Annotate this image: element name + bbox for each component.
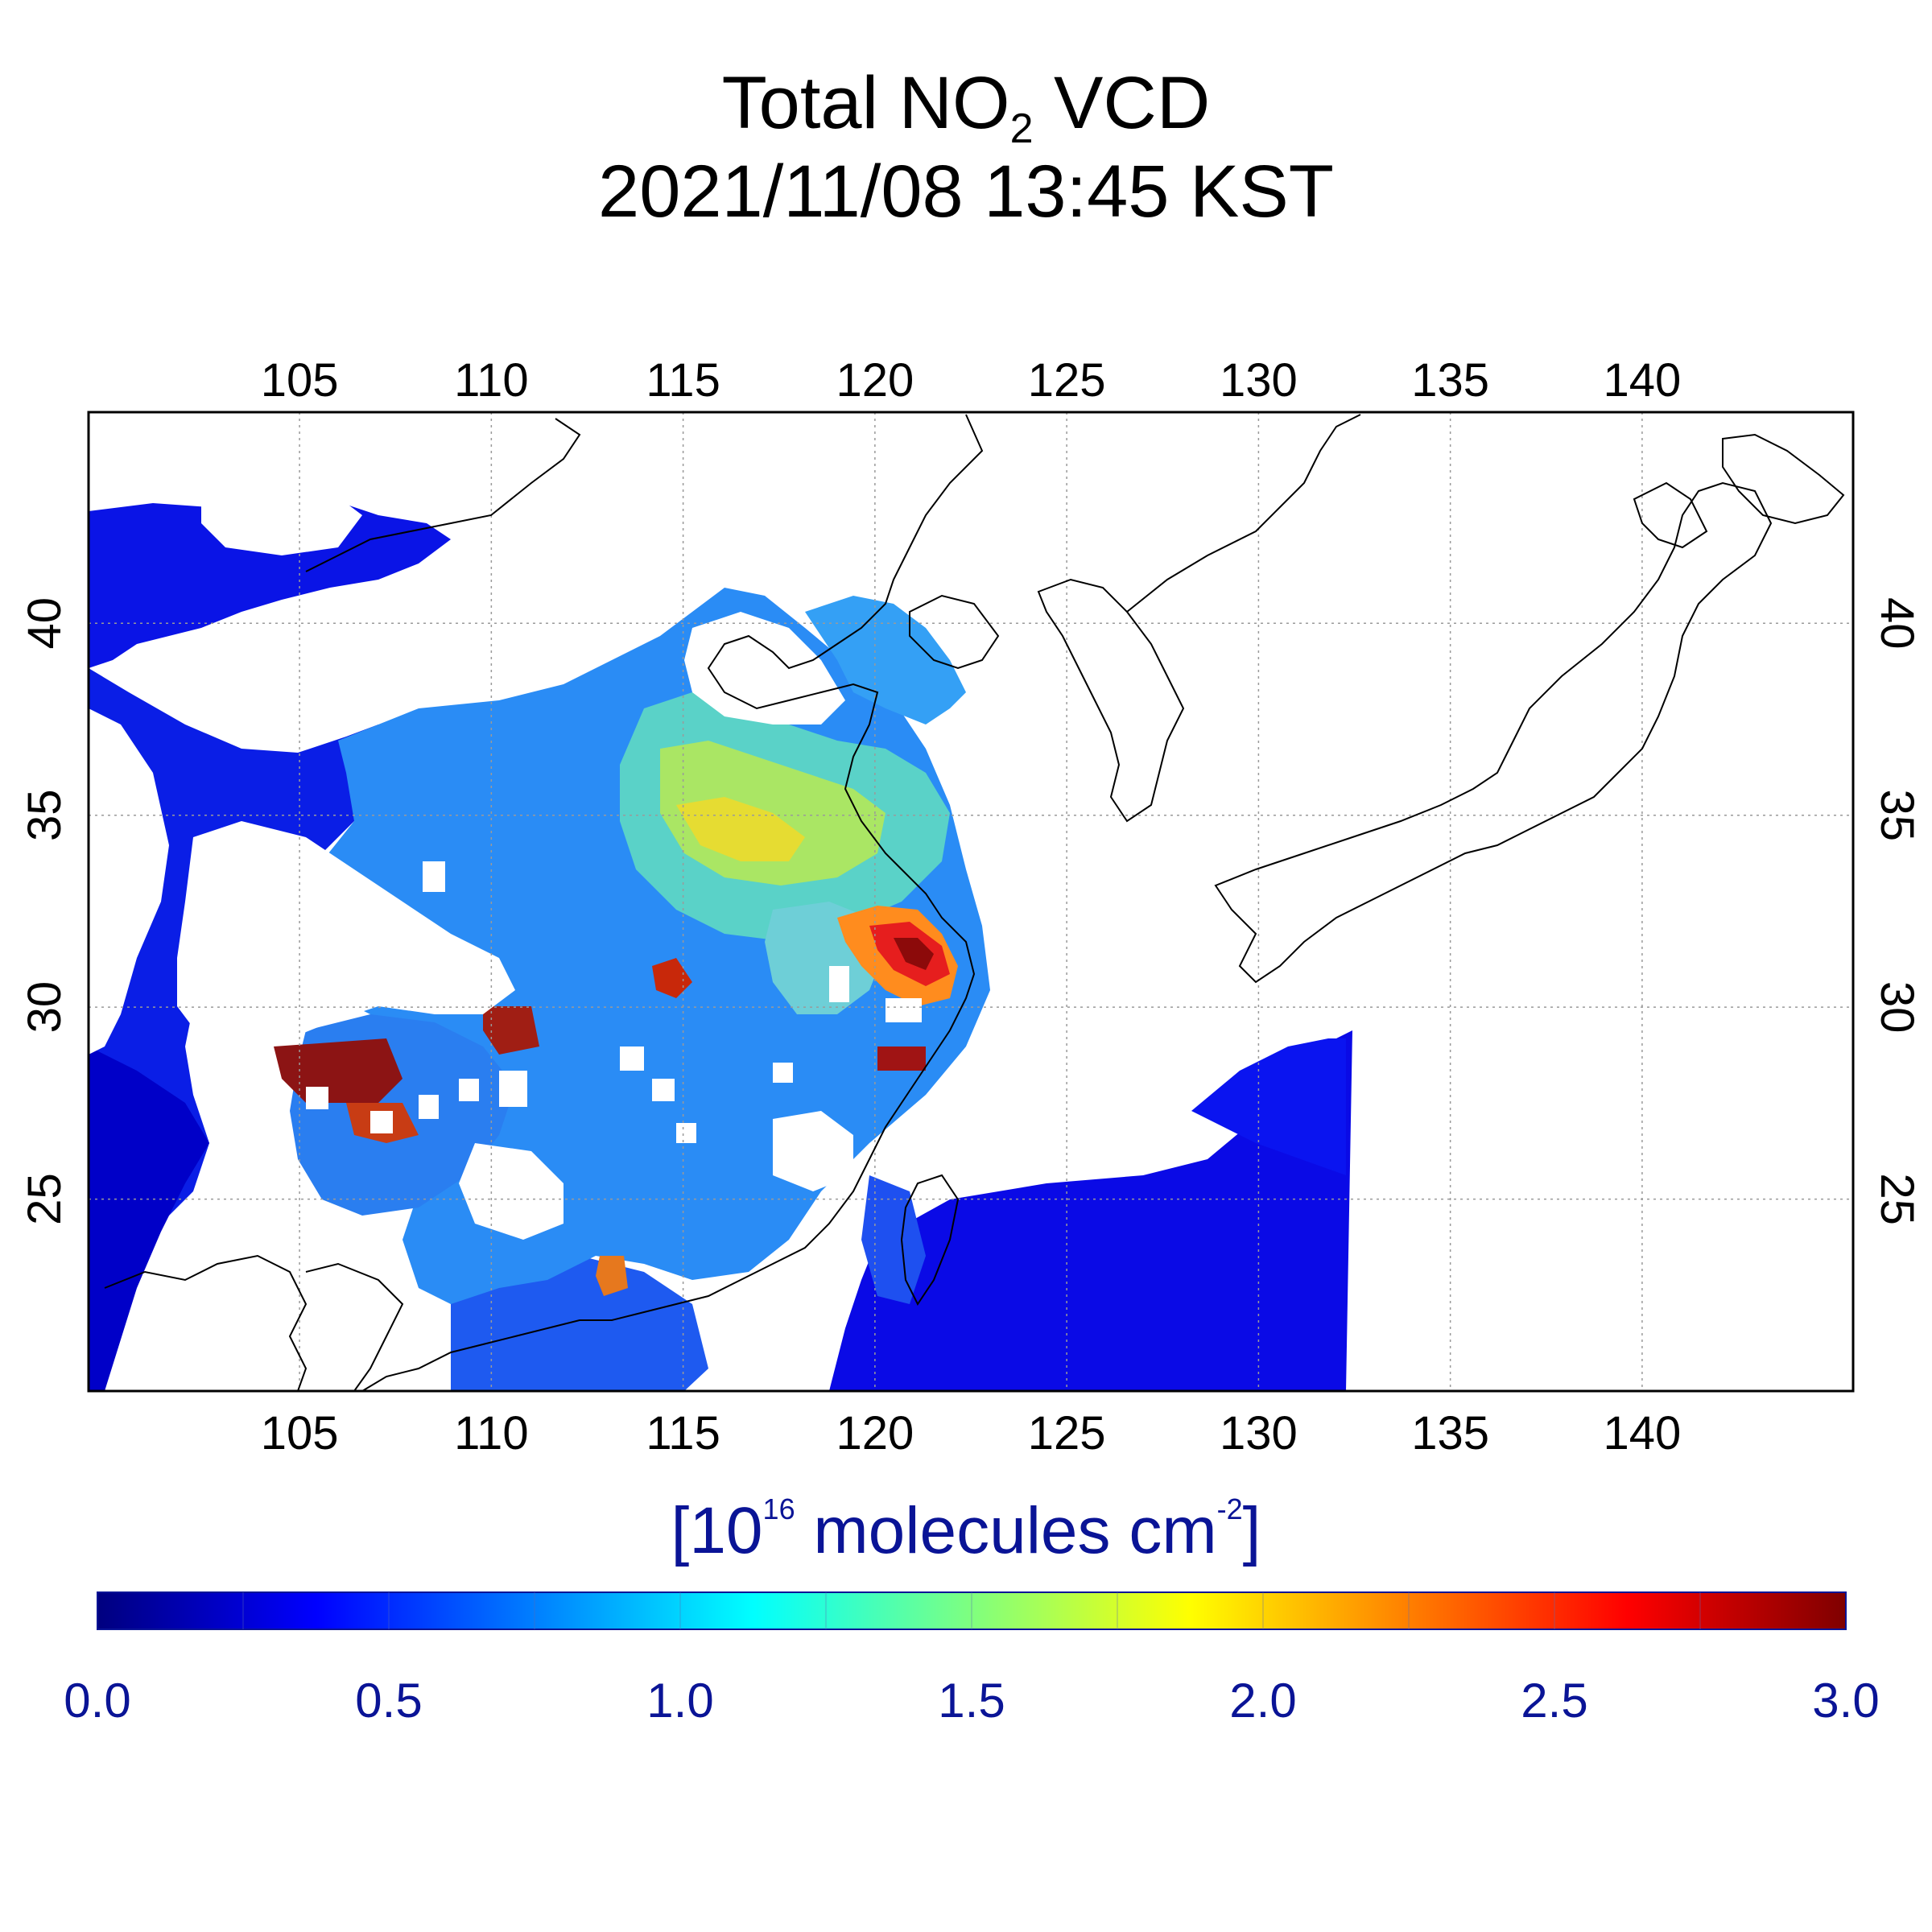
colorbar-label: 2.5	[1521, 1674, 1588, 1728]
lon-tick-label-bottom: 140	[1604, 1407, 1682, 1459]
colorbar-minor-ticks	[242, 1592, 1701, 1629]
unit-suffix: ]	[1242, 1494, 1261, 1567]
colorbar-label: 1.0	[646, 1674, 714, 1728]
lat-tick-label-left: 35	[19, 789, 71, 841]
lon-tick-label-top: 110	[454, 354, 528, 407]
lon-tick-label-top: 120	[836, 354, 914, 407]
longitude-ticks-top: 105 110 115 120 125 130 135 140	[261, 354, 1682, 407]
colorbar-label: 1.5	[938, 1674, 1005, 1728]
lon-tick-label-bottom: 110	[454, 1407, 528, 1459]
colorbar-label: 0.5	[355, 1674, 423, 1728]
title-prefix: Total NO	[721, 62, 1010, 144]
lat-tick-label-left: 25	[19, 1173, 71, 1225]
lat-tick-label-left: 30	[19, 981, 71, 1034]
map-frame	[87, 411, 1855, 1393]
cloud-no-data-regions	[89, 483, 1095, 1240]
colorbar-label: 2.0	[1229, 1674, 1297, 1728]
unit-exponent-neg2: -2	[1216, 1492, 1243, 1525]
lon-tick-label-top: 115	[646, 354, 720, 407]
coastlines	[104, 414, 1845, 1391]
unit-mid: molecules cm	[795, 1494, 1217, 1567]
lon-tick-label-top: 105	[261, 354, 339, 407]
lon-tick-label-bottom: 130	[1220, 1407, 1298, 1459]
lat-tick-label-right: 40	[1871, 597, 1923, 650]
lat-tick-label-left: 40	[19, 597, 71, 650]
title-suffix: VCD	[1033, 62, 1211, 144]
lon-tick-label-bottom: 120	[836, 1407, 914, 1459]
map-field	[89, 412, 1853, 1391]
colorbar-label: 3.0	[1812, 1674, 1880, 1728]
colorbar-unit-label: [1016 molecules cm-2]	[0, 1493, 1932, 1569]
unit-exponent-16: 16	[762, 1492, 795, 1525]
lat-tick-label-right: 30	[1871, 981, 1923, 1034]
latitude-ticks-left: 40 35 30 25	[19, 597, 71, 1225]
latitude-ticks-right: 40 35 30 25	[1871, 597, 1923, 1225]
lon-tick-label-bottom: 125	[1028, 1407, 1106, 1459]
lon-tick-label-top: 130	[1220, 354, 1298, 407]
lon-tick-label-top: 135	[1411, 354, 1489, 407]
lon-tick-label-top: 140	[1604, 354, 1682, 407]
lon-tick-label-bottom: 115	[646, 1407, 720, 1459]
map-timestamp: 2021/11/08 13:45 KST	[598, 151, 1334, 233]
lat-tick-label-right: 35	[1871, 789, 1923, 841]
lon-tick-label-bottom: 135	[1411, 1407, 1489, 1459]
lon-tick-label-bottom: 105	[261, 1407, 339, 1459]
map-title: Total NO2 VCD	[0, 66, 1932, 150]
colorbar-label: 0.0	[64, 1674, 131, 1728]
low-no2-field	[89, 499, 1352, 1391]
unit-prefix: [10	[671, 1494, 763, 1567]
lon-tick-label-top: 125	[1028, 354, 1106, 407]
lat-tick-label-right: 25	[1871, 1173, 1923, 1225]
title-subscript: 2	[1009, 105, 1034, 152]
missing-data-boxes	[306, 861, 922, 1143]
longitude-ticks-bottom: 105 110 115 120 125 130 135 140	[261, 1407, 1682, 1459]
